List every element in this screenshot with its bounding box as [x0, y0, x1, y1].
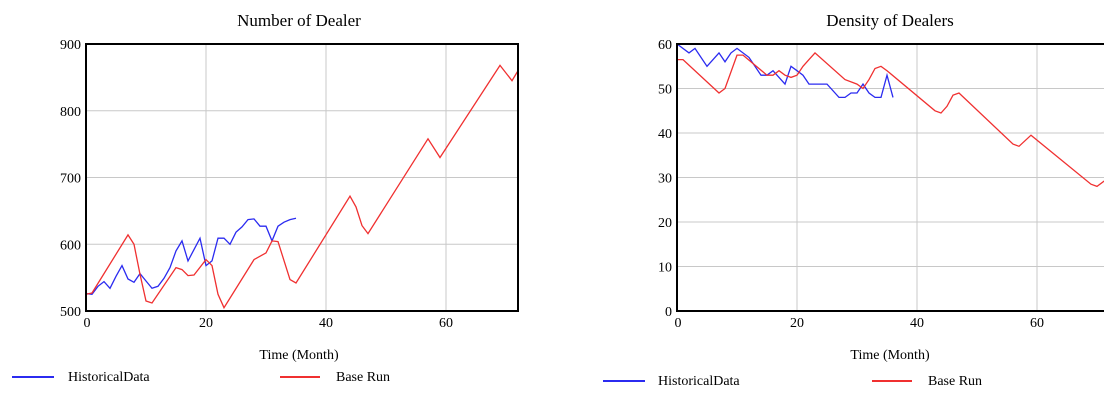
y-tick-label: 50: [658, 83, 672, 98]
series-line-historicaldata: [86, 217, 297, 295]
x-axis-label: Time (Month): [259, 348, 339, 363]
x-tick-label: 40: [910, 316, 924, 331]
x-axis-label: Time (Month): [850, 348, 930, 363]
plot-frame: [676, 43, 1104, 312]
y-tick-label: 500: [60, 305, 81, 320]
y-tick-label: 40: [658, 127, 672, 142]
y-tick-label: 30: [658, 172, 672, 187]
y-tick-label: 60: [658, 38, 672, 53]
legend-label: Base Run: [336, 370, 390, 385]
y-tick-label: 20: [658, 216, 672, 231]
plot-frame: [85, 43, 519, 312]
chart-title: Number of Dealer: [237, 11, 361, 30]
chart-1: Number of Dealer 0 20 40 60 500 600 700 800 900 Ti…: [12, 11, 519, 385]
y-tick-label: 600: [60, 238, 81, 253]
series-line-base-run: [86, 64, 518, 310]
y-tick-label: 0: [665, 305, 672, 320]
x-tick-label: 60: [1030, 316, 1044, 331]
y-tick-label: 900: [60, 38, 81, 53]
x-tick-label: 60: [439, 316, 453, 331]
legend-label: HistoricalData: [658, 374, 740, 389]
series-line-base-run: [677, 51, 1104, 188]
x-tick-label: 0: [675, 316, 682, 331]
legend-label: HistoricalData: [68, 370, 150, 385]
chart-2: Density of Dealers 0 20 40 60 0 10 20 30 40 50 60 Ti…: [603, 11, 1104, 389]
x-tick-label: 40: [319, 316, 333, 331]
series-line-historicaldata: [677, 44, 894, 99]
y-tick-label: 10: [658, 261, 672, 276]
y-tick-label: 800: [60, 105, 81, 120]
x-tick-label: 0: [84, 316, 91, 331]
chart-title: Density of Dealers: [826, 11, 953, 30]
x-tick-label: 20: [790, 316, 804, 331]
x-tick-label: 20: [199, 316, 213, 331]
legend-label: Base Run: [928, 374, 982, 389]
y-tick-label: 700: [60, 172, 81, 187]
